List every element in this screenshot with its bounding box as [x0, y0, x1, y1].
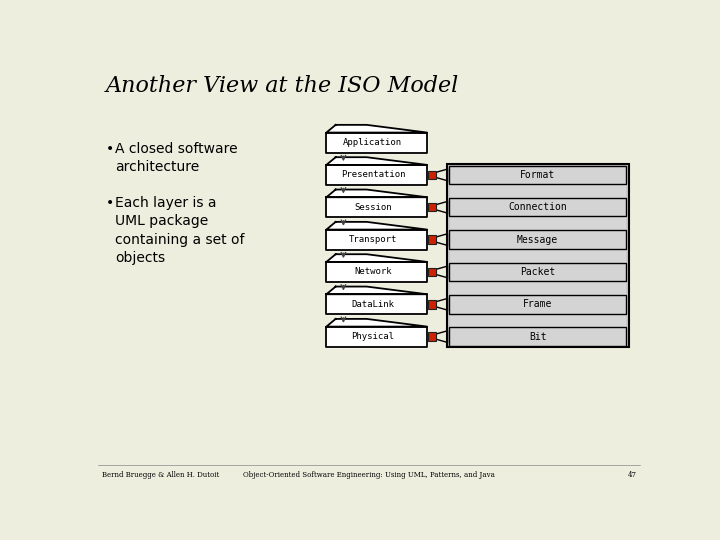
- Text: Session: Session: [354, 202, 392, 212]
- Bar: [449, 166, 626, 184]
- Bar: [449, 295, 626, 314]
- Text: Format: Format: [520, 170, 555, 180]
- Bar: [449, 231, 626, 249]
- Text: Frame: Frame: [523, 299, 552, 309]
- Text: A closed software
architecture: A closed software architecture: [114, 142, 238, 174]
- Text: Physical: Physical: [351, 332, 395, 341]
- Text: DataLink: DataLink: [351, 300, 395, 309]
- Text: Another View at the ISO Model: Another View at the ISO Model: [106, 76, 459, 97]
- Bar: [451, 167, 626, 345]
- Bar: [428, 268, 436, 276]
- Polygon shape: [326, 165, 427, 185]
- Polygon shape: [326, 262, 427, 282]
- Bar: [449, 327, 626, 346]
- Text: Application: Application: [343, 138, 402, 147]
- Polygon shape: [326, 132, 427, 153]
- Text: Object-Oriented Software Engineering: Using UML, Patterns, and Java: Object-Oriented Software Engineering: Us…: [243, 471, 495, 480]
- Text: 47: 47: [627, 471, 636, 480]
- Bar: [449, 262, 626, 281]
- Bar: [428, 235, 436, 244]
- Bar: [428, 203, 436, 212]
- Polygon shape: [326, 327, 427, 347]
- Polygon shape: [326, 157, 427, 165]
- Bar: [447, 164, 629, 347]
- Polygon shape: [326, 287, 427, 294]
- Polygon shape: [326, 319, 427, 327]
- Text: •: •: [106, 142, 114, 156]
- Text: Each layer is a
UML package
containing a set of
objects: Each layer is a UML package containing a…: [114, 195, 244, 265]
- Polygon shape: [326, 125, 427, 132]
- Bar: [428, 300, 436, 308]
- Bar: [428, 333, 436, 341]
- Polygon shape: [326, 254, 427, 262]
- Polygon shape: [326, 230, 427, 249]
- Text: Presentation: Presentation: [341, 171, 405, 179]
- Polygon shape: [326, 197, 427, 217]
- Polygon shape: [326, 190, 427, 197]
- Polygon shape: [326, 222, 427, 230]
- Bar: [449, 198, 626, 217]
- Text: Network: Network: [354, 267, 392, 276]
- Polygon shape: [326, 294, 427, 314]
- Bar: [428, 171, 436, 179]
- Text: Message: Message: [517, 234, 558, 245]
- Text: •: •: [106, 195, 114, 210]
- Text: Connection: Connection: [508, 202, 567, 212]
- Text: Transport: Transport: [348, 235, 397, 244]
- Text: Bit: Bit: [528, 332, 546, 342]
- Text: Bernd Bruegge & Allen H. Dutoit: Bernd Bruegge & Allen H. Dutoit: [102, 471, 219, 480]
- Text: Packet: Packet: [520, 267, 555, 277]
